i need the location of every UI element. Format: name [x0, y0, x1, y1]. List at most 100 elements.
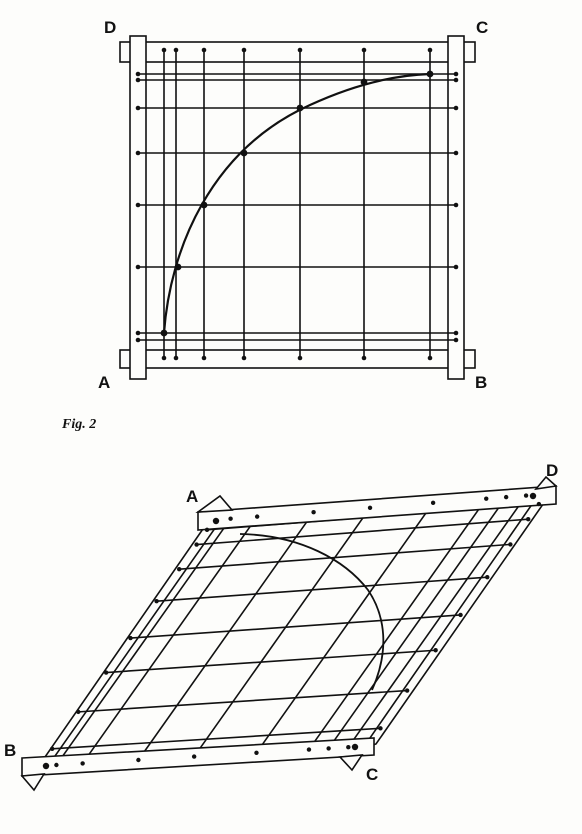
- right-post: [447, 35, 465, 380]
- pin-dot: [453, 337, 459, 343]
- tab-top-right: [534, 475, 558, 491]
- thread-pins: [135, 47, 459, 361]
- bottom-rail-sheared: [21, 737, 375, 777]
- pin-dot: [536, 501, 542, 507]
- slanted-thread: [308, 498, 487, 751]
- pin-dot: [503, 494, 509, 500]
- pin-dot: [161, 355, 167, 361]
- pin-dot: [433, 648, 438, 653]
- pin-dot: [453, 150, 459, 156]
- pin-dot: [228, 516, 233, 521]
- sheared-thread-grid: [52, 495, 539, 766]
- pin-dot: [378, 726, 383, 731]
- tab-bottom-right: [338, 754, 364, 772]
- cross-thread: [106, 649, 436, 674]
- top-rail-sheared: [197, 485, 557, 531]
- pin-dot: [177, 567, 182, 572]
- fig2-corner-label-bottom-left: B: [4, 741, 16, 760]
- pin-dot: [128, 635, 133, 641]
- corner-label-bottom-right: B: [475, 373, 487, 392]
- curve-point: [200, 201, 208, 209]
- pin-dot: [346, 745, 351, 750]
- curve-point: [240, 149, 248, 157]
- pin-dot: [526, 517, 531, 522]
- corner-screw: [212, 517, 220, 525]
- pin-dot: [453, 264, 459, 270]
- cross-thread: [130, 614, 461, 639]
- left-slanted-bar: [33, 522, 220, 772]
- corner-screw: [529, 492, 537, 500]
- pin-dot: [54, 762, 59, 768]
- sheared-curve: [239, 533, 385, 691]
- corner-label-top-right: C: [476, 18, 488, 37]
- cross-thread: [52, 727, 381, 750]
- pin-dot: [194, 542, 199, 547]
- pin-dot: [485, 574, 490, 580]
- pin-dot: [154, 598, 159, 604]
- pin-dot: [427, 47, 433, 53]
- pin-dot: [191, 754, 197, 759]
- curve-point: [426, 70, 434, 78]
- tab-top-left: [195, 494, 234, 513]
- pin-dot: [367, 505, 373, 510]
- pin-dot: [254, 514, 260, 519]
- left-post: [129, 35, 147, 380]
- pin-dot: [297, 47, 303, 53]
- bottom-rail: [119, 349, 476, 369]
- pin-dot: [326, 746, 331, 751]
- pin-dot: [453, 105, 459, 111]
- pin-dot: [161, 47, 167, 53]
- pin-dot: [453, 330, 459, 336]
- pin-dot: [306, 747, 312, 752]
- curve-point: [174, 263, 182, 271]
- pin-dot: [427, 355, 433, 361]
- figure-1-square-frame: [119, 35, 476, 380]
- slanted-thread: [347, 495, 527, 748]
- pin-dot: [241, 355, 247, 361]
- fig2-corner-label-top-left: A: [186, 487, 198, 506]
- pin-dot: [135, 150, 141, 156]
- pin-dot: [173, 47, 179, 53]
- pin-dot: [430, 500, 436, 506]
- pin-dot: [135, 337, 141, 343]
- fig2-corner-label-top-right: D: [546, 461, 558, 480]
- cross-thread: [156, 576, 488, 602]
- slanted-thread: [327, 496, 507, 749]
- pin-dot: [453, 71, 459, 77]
- pin-dot: [361, 355, 367, 361]
- curve-point: [360, 78, 368, 86]
- pin-dot: [135, 264, 141, 270]
- right-slanted-bar: [361, 495, 550, 750]
- pin-dot: [404, 688, 410, 693]
- pin-dot: [201, 355, 207, 361]
- figure-caption: Fig. 2: [61, 417, 96, 432]
- pin-dot: [76, 709, 81, 715]
- pin-dot: [361, 47, 367, 53]
- fig2-corner-label-bottom-right: C: [366, 765, 378, 784]
- cross-thread: [196, 518, 529, 546]
- pin-dot: [135, 71, 141, 77]
- pin-dot: [135, 77, 141, 83]
- curve-point: [160, 329, 168, 337]
- pin-dot: [201, 47, 207, 53]
- pin-dot: [103, 670, 109, 675]
- cross-thread: [179, 543, 511, 570]
- pin-dot: [508, 542, 513, 547]
- pin-dot: [458, 612, 463, 618]
- sheared-thread-pins: [42, 492, 542, 770]
- curve-point: [296, 104, 304, 112]
- figure-2-sheared-frame: [20, 475, 558, 792]
- pin-dot: [49, 746, 55, 751]
- cross-thread: [78, 689, 408, 713]
- pin-dot: [204, 527, 210, 533]
- tab-bottom-left: [20, 773, 46, 792]
- pin-dot: [453, 202, 459, 208]
- pin-dot: [173, 355, 179, 361]
- pin-dot: [135, 330, 141, 336]
- top-rail: [119, 41, 476, 63]
- pin-dot: [135, 202, 141, 208]
- pin-dot: [136, 757, 141, 763]
- pin-dot: [135, 105, 141, 111]
- pin-dot: [297, 355, 303, 361]
